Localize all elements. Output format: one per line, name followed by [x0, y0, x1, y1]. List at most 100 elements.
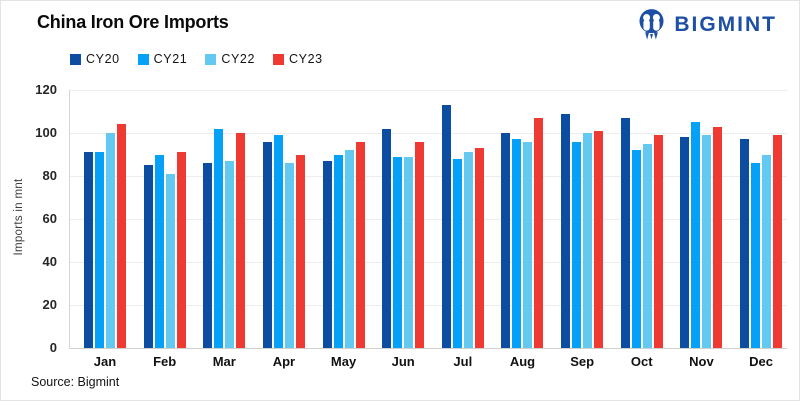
bar-CY22-Feb — [165, 173, 175, 348]
bar-CY22-Mar — [225, 160, 235, 348]
gridline-60 — [70, 219, 787, 220]
bar-CY21-May — [333, 154, 343, 348]
bar-CY22-Jan — [106, 133, 115, 348]
bar-CY20-Jan — [84, 152, 93, 348]
bar-CY22-Jun — [404, 156, 414, 348]
bar-group-Nov: Nov — [680, 122, 723, 369]
bar-group-Aug: Aug — [501, 117, 544, 369]
gridline-80 — [70, 176, 787, 177]
bar-CY20-Nov — [680, 137, 690, 348]
bar-CY23-Dec — [773, 135, 783, 348]
bar-CY20-May — [322, 160, 332, 348]
bar-CY20-Aug — [501, 133, 511, 348]
bar-CY23-Apr — [295, 154, 305, 348]
bar-CY23-Jun — [415, 141, 425, 348]
bar-CY23-Jul — [474, 148, 484, 348]
legend: CY20 CY21 CY22 CY23 — [70, 52, 323, 66]
x-tick-label-Nov: Nov — [689, 354, 714, 369]
legend-item-CY21: CY21 — [137, 52, 188, 66]
bar-group-Jan: Jan — [84, 124, 126, 369]
bigmint-logo-text: BIGMINT — [674, 13, 777, 36]
y-tick-label-100: 100 — [35, 125, 57, 140]
bar-CY22-Apr — [284, 163, 294, 348]
legend-label: CY23 — [289, 52, 323, 66]
source-note: Source: Bigmint — [31, 375, 120, 389]
y-tick-label-40: 40 — [42, 254, 57, 269]
bar-CY21-Nov — [691, 122, 701, 348]
gridline-100 — [70, 133, 787, 134]
gridline-20 — [70, 305, 787, 306]
bar-CY23-Aug — [534, 117, 544, 348]
bar-CY22-Jul — [463, 152, 473, 348]
bar-group-Feb: Feb — [143, 152, 186, 369]
gridline-120 — [70, 90, 787, 91]
bar-CY22-Aug — [523, 141, 533, 348]
y-tick-label-60: 60 — [42, 211, 57, 226]
bar-CY21-Apr — [273, 135, 283, 348]
bar-group-Jul: Jul — [441, 105, 484, 369]
legend-label: CY22 — [221, 52, 256, 66]
legend-label: CY21 — [153, 52, 188, 66]
bar-CY21-Mar — [214, 128, 224, 348]
bar-group-Mar: Mar — [203, 128, 246, 369]
bar-group-May: May — [322, 141, 365, 369]
bar-CY23-May — [355, 141, 365, 348]
bar-CY22-Nov — [702, 135, 712, 348]
x-tick-label-Jan: Jan — [93, 354, 117, 369]
bar-CY21-Oct — [631, 150, 641, 348]
bar-CY20-Oct — [620, 117, 630, 348]
bar-CY23-Nov — [713, 126, 723, 348]
legend-swatch-CY20 — [70, 53, 81, 65]
bar-CY20-Dec — [740, 139, 750, 348]
bar-CY22-Oct — [642, 143, 652, 348]
legend-swatch-CY22 — [205, 53, 217, 65]
legend-item-CY20: CY20 — [70, 52, 120, 66]
x-tick-label-Aug: Aug — [509, 354, 536, 369]
bar-CY20-Jul — [441, 105, 451, 348]
x-tick-label-Jul: Jul — [453, 354, 473, 369]
bigmint-logo: BIGMINT — [636, 7, 777, 43]
y-tick-label-120: 120 — [35, 82, 57, 97]
bar-CY22-Sep — [583, 133, 593, 348]
x-tick-label-May: May — [330, 354, 357, 369]
bar-CY23-Sep — [594, 130, 604, 348]
x-tick-label-Mar: Mar — [212, 354, 236, 369]
bar-group-Dec: Dec — [740, 135, 783, 369]
bar-CY20-Jun — [382, 128, 392, 348]
bar-CY20-Apr — [262, 141, 272, 348]
legend-label: CY20 — [86, 52, 120, 66]
gridline-40 — [70, 262, 787, 263]
x-tick-label-Feb: Feb — [153, 354, 177, 369]
bar-CY21-Dec — [751, 163, 761, 348]
x-tick-label-Sep: Sep — [570, 354, 595, 369]
bar-CY23-Feb — [176, 152, 186, 348]
page-title: China Iron Ore Imports — [37, 12, 229, 32]
bar-CY22-May — [344, 150, 354, 348]
y-tick-label-0: 0 — [49, 340, 57, 355]
bar-CY20-Feb — [143, 165, 153, 348]
bigmint-logo-icon — [636, 7, 667, 43]
legend-swatch-CY23 — [273, 53, 285, 65]
bar-CY23-Oct — [653, 135, 663, 348]
bar-CY23-Mar — [236, 133, 246, 348]
bar-CY21-Aug — [512, 139, 522, 348]
bar-group-Oct: Oct — [620, 117, 663, 369]
legend-swatch-CY21 — [137, 53, 149, 65]
x-tick-label-Dec: Dec — [749, 354, 773, 369]
legend-item-CY23: CY23 — [273, 52, 323, 66]
y-tick-label-20: 20 — [42, 297, 57, 312]
y-tick-label-80: 80 — [42, 168, 57, 183]
bar-CY20-Sep — [561, 113, 571, 348]
bar-CY22-Dec — [762, 154, 772, 348]
bar-group-Jun: Jun — [382, 128, 425, 369]
bar-CY21-Jun — [393, 156, 403, 348]
x-tick-label-Oct: Oct — [630, 354, 653, 369]
bar-CY21-Sep — [572, 141, 582, 348]
bar-CY21-Jul — [452, 158, 462, 348]
plot-area: Jan Feb Mar Apr May Jun Jul Aug Sep Oct Nov Dec — [69, 90, 787, 369]
bar-group-Apr: Apr — [262, 135, 305, 369]
bar-group-Sep: Sep — [561, 113, 604, 369]
bar-CY20-Mar — [203, 163, 213, 348]
x-tick-label-Jun: Jun — [391, 354, 415, 369]
